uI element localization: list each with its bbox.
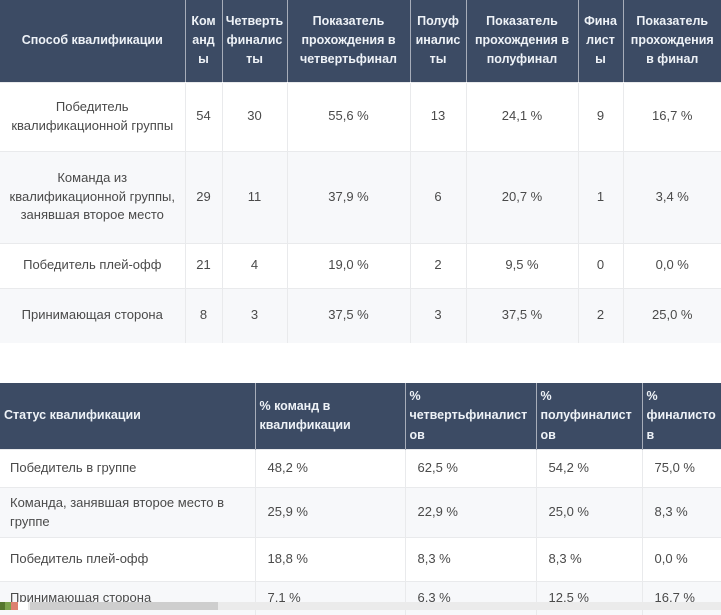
value-cell: 8,3 %	[641, 487, 721, 538]
row-label-cell: Победитель плей-офф	[0, 242, 185, 288]
value-cell: 0,0 %	[641, 537, 721, 582]
value-cell: 37,5 %	[465, 287, 578, 343]
column-header: Способ квалификации	[0, 0, 185, 82]
row-label-cell: Победитель плей-офф	[0, 537, 255, 582]
row-label-cell: Команда из квалификационной группы, заня…	[0, 150, 185, 243]
value-cell: 54	[184, 81, 222, 151]
value-cell: 20,7 %	[465, 150, 578, 243]
value-cell: 29	[184, 150, 222, 243]
qualification-method-table: Способ квалификации Команды Четвертьфинали…	[0, 0, 721, 343]
value-cell: 2	[577, 287, 623, 343]
value-cell: 22,9 %	[404, 487, 536, 538]
table-row: Победитель плей-офф 21 4 19,0 % 2 9,5 % 0 0,0 %	[0, 242, 721, 288]
table-row: Команда, занявшая второе место в группе 2…	[0, 487, 721, 538]
horizontal-scrollbar-thumb[interactable]	[30, 602, 218, 610]
value-cell: 18,8 %	[254, 537, 405, 582]
value-cell: 3,4 %	[622, 150, 721, 243]
taskbar-peek-icon	[0, 602, 28, 610]
column-header: % полуфиналистов	[535, 383, 642, 450]
peek-icon-segment	[11, 602, 18, 610]
qualification-status-table: Статус квалификации% команд в квалификац…	[0, 383, 721, 615]
value-cell: 3	[221, 287, 287, 343]
column-header: % финалистов	[641, 383, 721, 450]
column-header: % команд в квалификации	[254, 383, 405, 450]
value-cell: 55,6 %	[286, 81, 410, 151]
value-cell: 75,0 %	[641, 449, 721, 488]
header-row: Статус квалификации% команд в квалификац…	[0, 383, 721, 450]
bottom-bar	[0, 601, 721, 610]
value-cell: 54,2 %	[535, 449, 642, 488]
value-cell: 37,9 %	[286, 150, 410, 243]
value-cell: 9	[577, 81, 623, 151]
value-cell: 8,3 %	[535, 537, 642, 582]
column-header: % четвертьфиналистов	[404, 383, 536, 450]
value-cell: 24,1 %	[465, 81, 578, 151]
value-cell: 0	[577, 242, 623, 288]
value-cell: 21	[184, 242, 222, 288]
value-cell: 2	[409, 242, 466, 288]
value-cell: 19,0 %	[286, 242, 410, 288]
value-cell: 16,7 %	[622, 81, 721, 151]
row-label-cell: Победитель в группе	[0, 449, 255, 488]
value-cell: 30	[221, 81, 287, 151]
value-cell: 48,2 %	[254, 449, 405, 488]
table-row: Победитель плей-офф 18,8 % 8,3 % 8,3 % 0,0 %	[0, 537, 721, 582]
table-row: Победитель в группе 48,2 % 62,5 % 54,2 % 75,…	[0, 449, 721, 488]
value-cell: 11	[221, 150, 287, 243]
table-row: Победитель квалификационной группы 54 30 55…	[0, 81, 721, 151]
column-header: Показатель прохождения в финал	[622, 0, 721, 82]
value-cell: 8,3 %	[404, 537, 536, 582]
value-cell: 0,0 %	[622, 242, 721, 288]
value-cell: 9,5 %	[465, 242, 578, 288]
column-header: Полуфиналисты	[409, 0, 466, 82]
table-row: Принимающая сторона 8 3 37,5 % 3 37,5 % 2 25,0 …	[0, 287, 721, 343]
row-label-cell: Принимающая сторона	[0, 287, 185, 343]
column-header: Статус квалификации	[0, 383, 255, 450]
table-row: Команда из квалификационной группы, заня…	[0, 150, 721, 243]
peek-icon-segment	[18, 602, 28, 610]
value-cell: 62,5 %	[404, 449, 536, 488]
column-header: Показатель прохождения в четвертьфинал	[286, 0, 410, 82]
column-header: Финалисты	[577, 0, 623, 82]
value-cell: 3	[409, 287, 466, 343]
peek-icon-segment	[5, 602, 11, 610]
value-cell: 4	[221, 242, 287, 288]
row-label-cell: Команда, занявшая второе место в группе	[0, 487, 255, 538]
value-cell: 25,0 %	[535, 487, 642, 538]
column-header: Четвертьфиналисты	[221, 0, 287, 82]
value-cell: 8	[184, 287, 222, 343]
column-header: Команды	[184, 0, 222, 82]
horizontal-scrollbar[interactable]	[28, 602, 721, 610]
value-cell: 25,0 %	[622, 287, 721, 343]
value-cell: 6	[409, 150, 466, 243]
value-cell: 25,9 %	[254, 487, 405, 538]
header-row: Способ квалификации Команды Четвертьфинали…	[0, 0, 721, 82]
row-label-cell: Победитель квалификационной группы	[0, 81, 185, 151]
value-cell: 13	[409, 81, 466, 151]
value-cell: 37,5 %	[286, 287, 410, 343]
peek-icon-segment	[0, 602, 5, 610]
value-cell: 1	[577, 150, 623, 243]
column-header: Показатель прохождения в полуфинал	[465, 0, 578, 82]
